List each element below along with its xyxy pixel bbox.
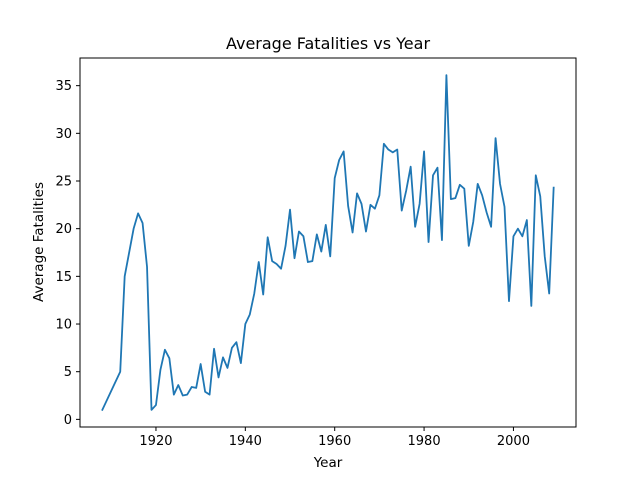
- x-tick-label-2000: 2000: [497, 434, 530, 449]
- x-axis-label: Year: [313, 455, 343, 471]
- series-line-0: [101, 74, 555, 412]
- y-tick-label-25: 25: [55, 175, 72, 190]
- y-tick-label-5: 5: [64, 365, 72, 380]
- x-tick-label-1920: 1920: [139, 434, 172, 449]
- x-tick-label-1980: 1980: [408, 434, 441, 449]
- plot-area: 1920 1940 1960 1980 2000 0 5 10 15 20 25 30 35: [55, 57, 577, 449]
- chart-title: Average Fatalities vs Year: [226, 34, 430, 53]
- y-tick-label-15: 15: [55, 270, 72, 285]
- axes-frame: [79, 57, 577, 428]
- y-tick-label-20: 20: [55, 222, 72, 237]
- y-tick-label-35: 35: [55, 79, 72, 94]
- x-tick-label-1940: 1940: [229, 434, 262, 449]
- x-tick-label-1960: 1960: [318, 434, 351, 449]
- y-tick-label-0: 0: [64, 413, 72, 428]
- y-tick-label-10: 10: [55, 318, 72, 333]
- y-axis-label: Average Fatalities: [31, 182, 47, 302]
- y-tick-label-30: 30: [55, 127, 72, 142]
